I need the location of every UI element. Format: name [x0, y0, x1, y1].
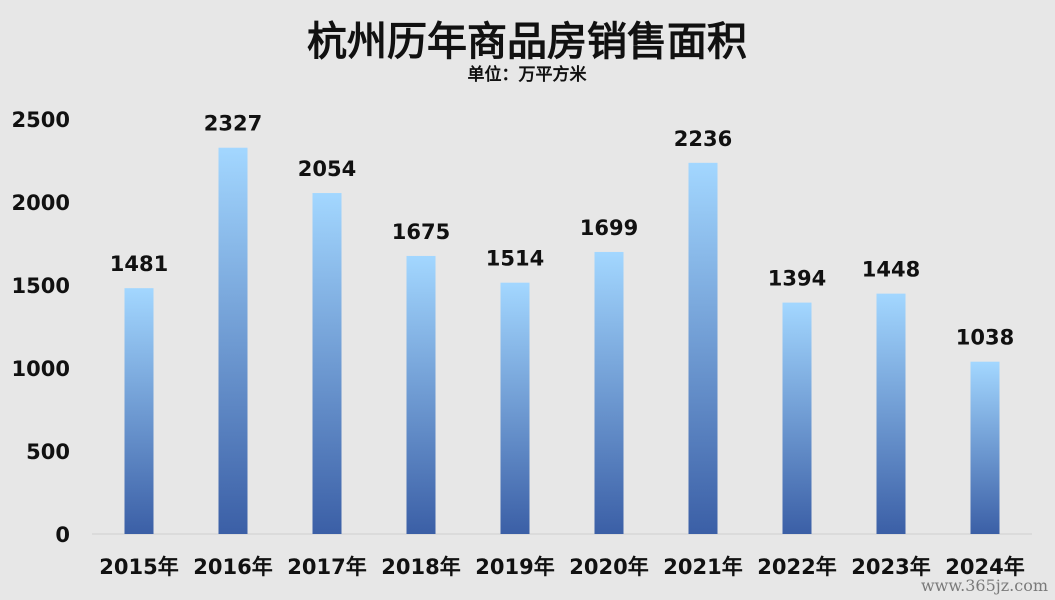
bar [124, 288, 154, 534]
y-tick-label: 1000 [12, 357, 70, 381]
x-tick-label: 2017年 [287, 555, 366, 579]
data-label: 2327 [204, 112, 262, 136]
watermark: www.365jz.com [921, 576, 1048, 595]
data-label: 2054 [298, 157, 356, 181]
bar [970, 361, 1000, 534]
data-label: 1448 [862, 258, 920, 282]
bar [688, 162, 718, 534]
data-label: 1481 [110, 252, 168, 276]
bar [218, 147, 248, 534]
data-label: 1038 [956, 326, 1014, 350]
x-tick-label: 2015年 [99, 555, 178, 579]
y-tick-label: 1500 [12, 274, 70, 298]
y-tick-label: 0 [55, 523, 70, 547]
bar [876, 293, 906, 534]
x-tick-label: 2020年 [569, 555, 648, 579]
x-tick-label: 2022年 [757, 555, 836, 579]
y-tick-label: 2500 [12, 108, 70, 132]
bar [782, 302, 812, 534]
bar [500, 282, 530, 534]
x-tick-label: 2021年 [663, 555, 742, 579]
x-tick-label: 2018年 [381, 555, 460, 579]
bars: 1481 2327 2054 1675 1514 1699 2236 1394 1448 1038 [110, 112, 1014, 534]
data-label: 2236 [674, 127, 732, 151]
x-tick-label: 2019年 [475, 555, 554, 579]
x-tick-label: 2023年 [851, 555, 930, 579]
bar [406, 255, 436, 534]
data-label: 1675 [392, 220, 450, 244]
chart-title: 杭州历年商品房销售面积 [307, 19, 747, 65]
bar [312, 193, 342, 534]
data-label: 1514 [486, 247, 544, 271]
x-tick-label: 2016年 [193, 555, 272, 579]
y-tick-label: 2000 [12, 191, 70, 215]
bar [594, 251, 624, 534]
data-label: 1394 [768, 267, 826, 291]
data-label: 1699 [580, 216, 638, 240]
y-tick-label: 500 [26, 440, 70, 464]
chart-subtitle: 单位：万平方米 [468, 64, 588, 85]
x-tick-label: 2024年 [945, 555, 1024, 579]
y-axis: 0 500 1000 1500 2000 2500 [12, 108, 70, 547]
x-axis: 2015年 2016年 2017年 2018年 2019年 2020年 2021年 2022年… [99, 555, 1024, 579]
